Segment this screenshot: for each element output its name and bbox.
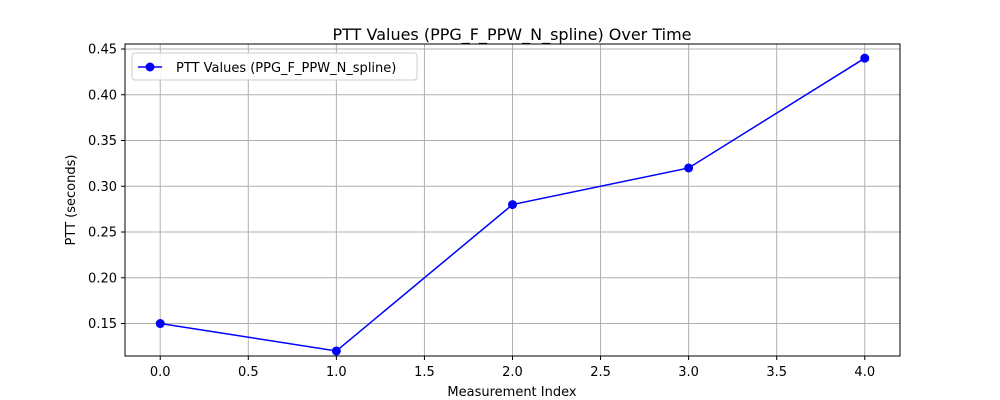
x-tick-label: 0.0 — [150, 365, 171, 380]
y-tick-label: 0.40 — [88, 88, 117, 103]
x-tick-label: 4.0 — [854, 365, 875, 380]
x-tick-label: 1.0 — [326, 365, 347, 380]
data-point — [331, 346, 341, 356]
y-tick-label: 0.35 — [88, 134, 117, 149]
data-point — [860, 53, 870, 63]
data-point — [155, 319, 165, 329]
x-tick-label: 3.5 — [766, 365, 787, 380]
y-axis-label: PTT (seconds) — [64, 155, 79, 246]
x-tick-label: 2.0 — [502, 365, 523, 380]
grid — [125, 44, 900, 356]
y-tick-label: 0.15 — [88, 317, 117, 332]
data-point — [508, 200, 517, 210]
legend-box — [131, 52, 418, 81]
y-axis: 0.15 0.20 0.25 0.30 0.35 0.40 0.45 — [88, 43, 125, 332]
legend-marker — [145, 62, 155, 72]
x-tick-label: 3.0 — [678, 365, 699, 380]
chart-title: PTT Values (PPG_F_PPW_N_spline) Over Tim… — [332, 25, 691, 45]
x-axis: 0.0 0.5 1.0 1.5 2.0 2.5 3.0 3.5 4.0 — [150, 356, 875, 380]
y-tick-label: 0.30 — [88, 180, 117, 195]
x-tick-label: 0.5 — [238, 365, 259, 380]
data-point — [684, 163, 694, 173]
series-layer — [155, 53, 870, 356]
y-tick-label: 0.20 — [88, 271, 117, 286]
y-tick-label: 0.45 — [88, 43, 117, 58]
legend-label: PTT Values (PPG_F_PPW_N_spline) — [176, 61, 396, 76]
y-tick-label: 0.25 — [88, 226, 117, 241]
x-axis-label: Measurement Index — [447, 385, 576, 400]
x-tick-label: 2.5 — [590, 365, 611, 380]
x-tick-label: 1.5 — [414, 365, 435, 380]
legend: PTT Values (PPG_F_PPW_N_spline) — [131, 52, 418, 81]
